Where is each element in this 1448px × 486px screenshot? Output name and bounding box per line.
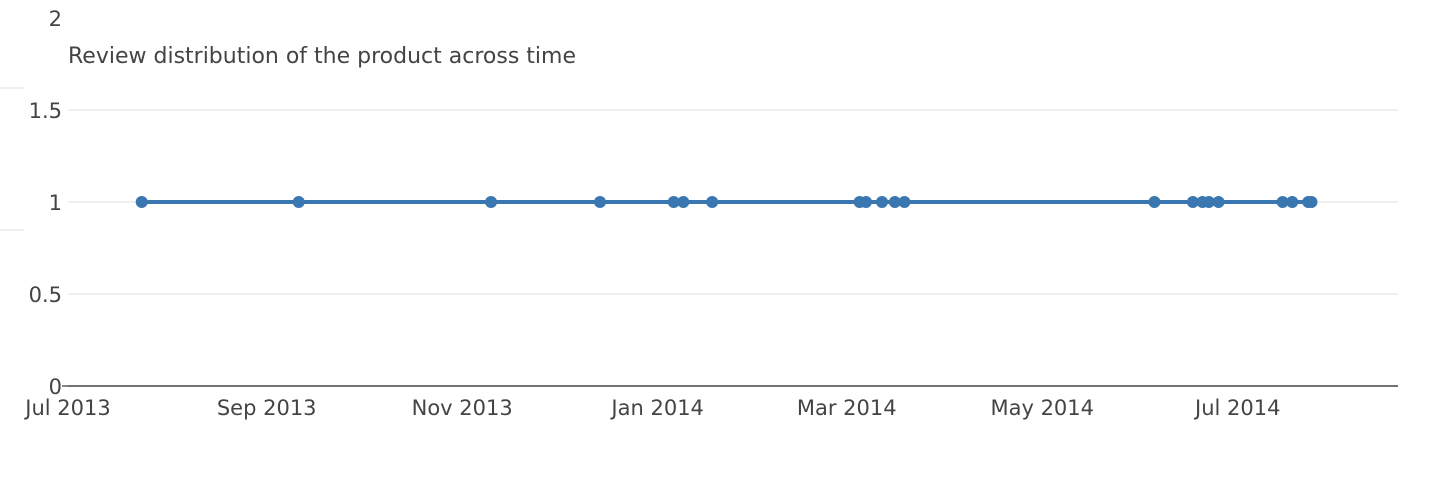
- data-point: [898, 196, 911, 208]
- data-point: [1186, 196, 1199, 208]
- data-point: [860, 196, 872, 208]
- y-tick-label: 0.5: [29, 283, 62, 307]
- data-point: [667, 196, 680, 208]
- data-point: [1212, 196, 1225, 208]
- data-point: [1276, 196, 1289, 208]
- axes: 0 0.5 1 1.5 2 Jul 2013 Sep 2013 Nov 2013 Jan 201…: [23, 7, 1398, 420]
- y-tick-label: 0: [49, 375, 62, 399]
- data-point: [594, 196, 606, 208]
- x-tick-label: May 2014: [990, 396, 1094, 420]
- x-tick-label: Nov 2013: [412, 396, 513, 420]
- data-point: [1148, 196, 1161, 208]
- data-point: [135, 196, 148, 208]
- chart-title: Review distribution of the product acros…: [68, 44, 576, 69]
- x-tick-label: Sep 2013: [217, 396, 317, 420]
- x-tick-label: Jan 2014: [609, 396, 704, 420]
- x-tick-label: Jul 2014: [1193, 396, 1280, 420]
- data-point: [706, 196, 719, 208]
- data-point: [1305, 196, 1318, 208]
- data-point: [1202, 196, 1215, 208]
- x-tick-label: Jul 2013: [23, 396, 110, 420]
- data-point: [677, 196, 690, 208]
- data-point: [888, 196, 901, 208]
- grid-lines: [0, 87, 1398, 295]
- y-tick-label: 1.5: [29, 99, 62, 123]
- y-tick-label: 1: [49, 191, 62, 215]
- series: [135, 196, 1318, 208]
- y-tick-label: 2: [49, 7, 62, 31]
- data-point: [292, 196, 305, 208]
- data-point: [876, 196, 889, 208]
- data-point: [1286, 196, 1299, 208]
- data-point: [485, 196, 498, 208]
- x-tick-label: Mar 2014: [797, 396, 897, 420]
